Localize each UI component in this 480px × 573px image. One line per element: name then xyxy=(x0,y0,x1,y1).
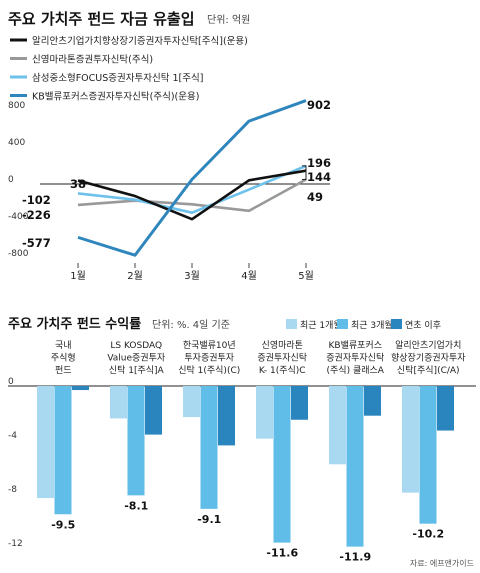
bar xyxy=(329,386,346,465)
bar xyxy=(273,386,291,543)
data-label: -102 xyxy=(22,193,51,207)
bar xyxy=(145,386,162,435)
y-tick-label: -800 xyxy=(8,249,29,259)
bar xyxy=(346,386,364,547)
category-label: KB밸류포커스 xyxy=(329,340,382,351)
return-chart: 주요 가치주 펀드 수익률 단위: %. 4일 기준 최근 1개월 최근 3개월 연… xyxy=(8,316,476,568)
category-label: 한국밸류10년 xyxy=(183,340,236,351)
data-label: 49 xyxy=(307,190,323,204)
legend-label: 신영마라톤증권투자신탁(주식) xyxy=(32,54,153,66)
x-tick-label: 5월 xyxy=(298,270,314,282)
category-label: 신탁 1(주식)(C) xyxy=(178,364,240,376)
x-tick-label: 4월 xyxy=(241,270,257,282)
bar-value-label: -9.1 xyxy=(197,513,221,526)
flow-legend: 알리안츠기업가치향상장기증권자투자신탁[주식](운용) 신영마라톤증권투자신탁(주… xyxy=(10,35,248,103)
bar xyxy=(127,386,145,496)
return-chart-title: 주요 가치주 펀드 수익률 xyxy=(8,316,141,332)
return-legend: 최근 1개월 최근 3개월 연초 이후 xyxy=(286,319,441,331)
legend-label: 연초 이후 xyxy=(405,320,441,331)
bar xyxy=(218,386,235,446)
y-tick-label: -8 xyxy=(8,485,17,495)
y-tick-label: 400 xyxy=(8,138,25,148)
category-label: 신탁 1[주식]A xyxy=(109,364,165,376)
y-tick-label: 0 xyxy=(8,377,14,387)
bar-value-label: -8.1 xyxy=(124,499,148,512)
category-label: 신영마라톤 xyxy=(262,340,303,351)
category-label: 국내 xyxy=(55,340,72,351)
bar xyxy=(54,386,72,515)
y-tick-label: 800 xyxy=(8,101,25,111)
bar xyxy=(183,386,200,418)
legend-swatch xyxy=(391,319,402,329)
y-tick-label: 0 xyxy=(8,175,14,185)
series-line xyxy=(77,99,307,257)
category-label: 증권자투자신탁 xyxy=(326,352,384,364)
data-label: 902 xyxy=(307,98,331,112)
legend-swatch xyxy=(286,319,297,329)
x-tick-label: 2월 xyxy=(127,270,143,282)
category-label: 향상장기증권자투자 xyxy=(391,352,466,364)
bar-value-label: -11.9 xyxy=(339,551,371,564)
bar-value-label: -11.6 xyxy=(266,547,298,560)
category-label: 신탁[주식](C/A) xyxy=(397,364,460,376)
return-chart-unit: 단위: %. 4일 기준 xyxy=(152,318,230,331)
bar xyxy=(110,386,127,419)
data-label: 38 xyxy=(70,177,86,191)
category-label: Value증권투자 xyxy=(107,352,166,364)
bar xyxy=(402,386,419,493)
legend-label: 알리안츠기업가치향상장기증권자투자신탁[주식](운용) xyxy=(32,35,248,47)
category-label: 투자증권투자 xyxy=(184,352,234,364)
bar xyxy=(419,386,437,524)
flow-plot: 800 400 0 -400 -800 1월 2월 3월 4월 5월 38 -102-226 -577 9… xyxy=(8,98,331,282)
category-label: LS KOSDAQ xyxy=(110,341,162,351)
category-label: 주식형 xyxy=(51,353,76,364)
legend-label: 최근 3개월 xyxy=(351,319,393,331)
x-tick-label: 1월 xyxy=(70,270,86,282)
series-line xyxy=(77,178,307,213)
source-note: 자료: 에프앤가이드 xyxy=(410,558,474,568)
x-tick-label: 3월 xyxy=(184,270,200,282)
bar-value-label: -10.2 xyxy=(412,528,444,541)
legend-label: 최근 1개월 xyxy=(300,319,342,331)
series-line xyxy=(77,164,307,214)
data-label: -577 xyxy=(22,236,51,250)
bar xyxy=(37,386,54,499)
bar xyxy=(437,386,454,431)
bar xyxy=(72,386,89,391)
bar xyxy=(291,386,308,420)
data-label: 196 xyxy=(307,156,331,170)
category-label: 알리안츠기업가치 xyxy=(395,339,461,351)
category-label: 펀드 xyxy=(55,365,72,376)
bar xyxy=(364,386,381,416)
flow-chart-title: 주요 가치주 펀드 자금 유출입 xyxy=(8,10,195,28)
flow-chart-unit: 단위: 억원 xyxy=(207,13,250,26)
category-label: K- 1(주식)C xyxy=(259,365,306,376)
category-label: 증권투자신탁 xyxy=(257,352,307,364)
y-tick-label: -400 xyxy=(8,212,29,222)
y-tick-label: -4 xyxy=(8,431,17,441)
legend-swatch xyxy=(337,319,348,329)
data-label: 144 xyxy=(307,170,331,184)
bar xyxy=(256,386,273,439)
label-bracket xyxy=(302,165,307,180)
y-tick-label: -12 xyxy=(8,539,23,549)
legend-label: 삼성중소형FOCUS증권자투자신탁 1[주식] xyxy=(32,72,203,84)
series-line xyxy=(77,169,307,221)
bar xyxy=(200,386,218,509)
category-label: (주식) 클래스A xyxy=(327,365,385,376)
data-label: -226 xyxy=(22,208,51,222)
bar-value-label: -9.5 xyxy=(51,518,75,531)
legend-label: KB밸류포커스증권자투자신탁(주식)(운용) xyxy=(32,91,199,103)
flow-chart: 주요 가치주 펀드 자금 유출입 단위: 억원 알리안츠기업가치향상장기증권자투… xyxy=(8,10,331,282)
